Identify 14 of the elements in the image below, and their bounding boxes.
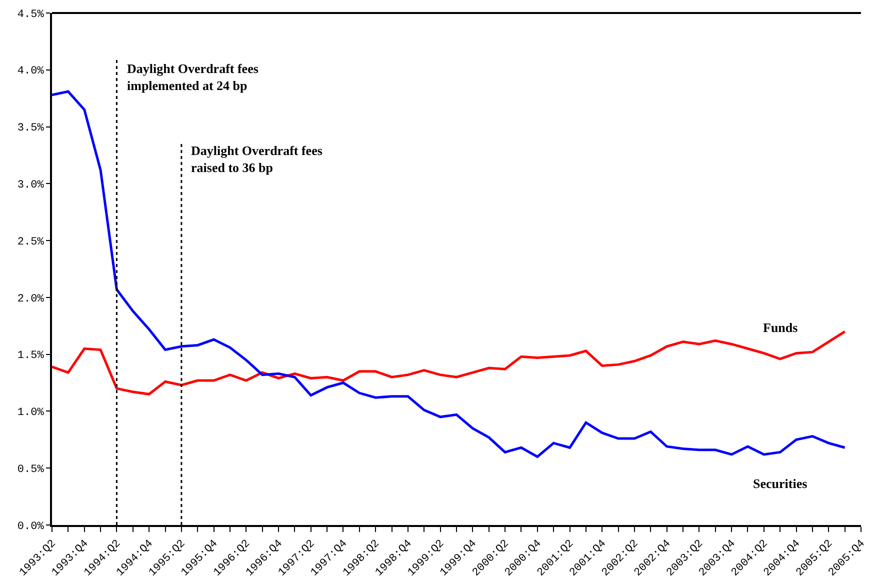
ref-line-label: Daylight Overdraft fees implemented at 24 bp: [127, 61, 258, 93]
ref-line-label: Daylight Overdraft fees raised to 36 bp: [191, 143, 322, 175]
y-tick-label: 1.5%: [17, 350, 44, 362]
y-tick-label: 2.0%: [17, 293, 44, 306]
y-tick-label: 1.0%: [17, 407, 44, 420]
y-tick-label: 4.0%: [17, 66, 44, 78]
y-tick-label: 3.0%: [17, 180, 44, 192]
y-tick-label: 3.5%: [17, 122, 44, 135]
y-tick-label: 2.5%: [17, 236, 44, 248]
series-label: Securities: [753, 476, 808, 491]
y-tick-label: 0.0%: [17, 520, 44, 533]
series-label: Funds: [763, 320, 798, 335]
y-tick-label: 0.5%: [17, 464, 44, 476]
y-tick-label: 4.5%: [17, 8, 44, 21]
